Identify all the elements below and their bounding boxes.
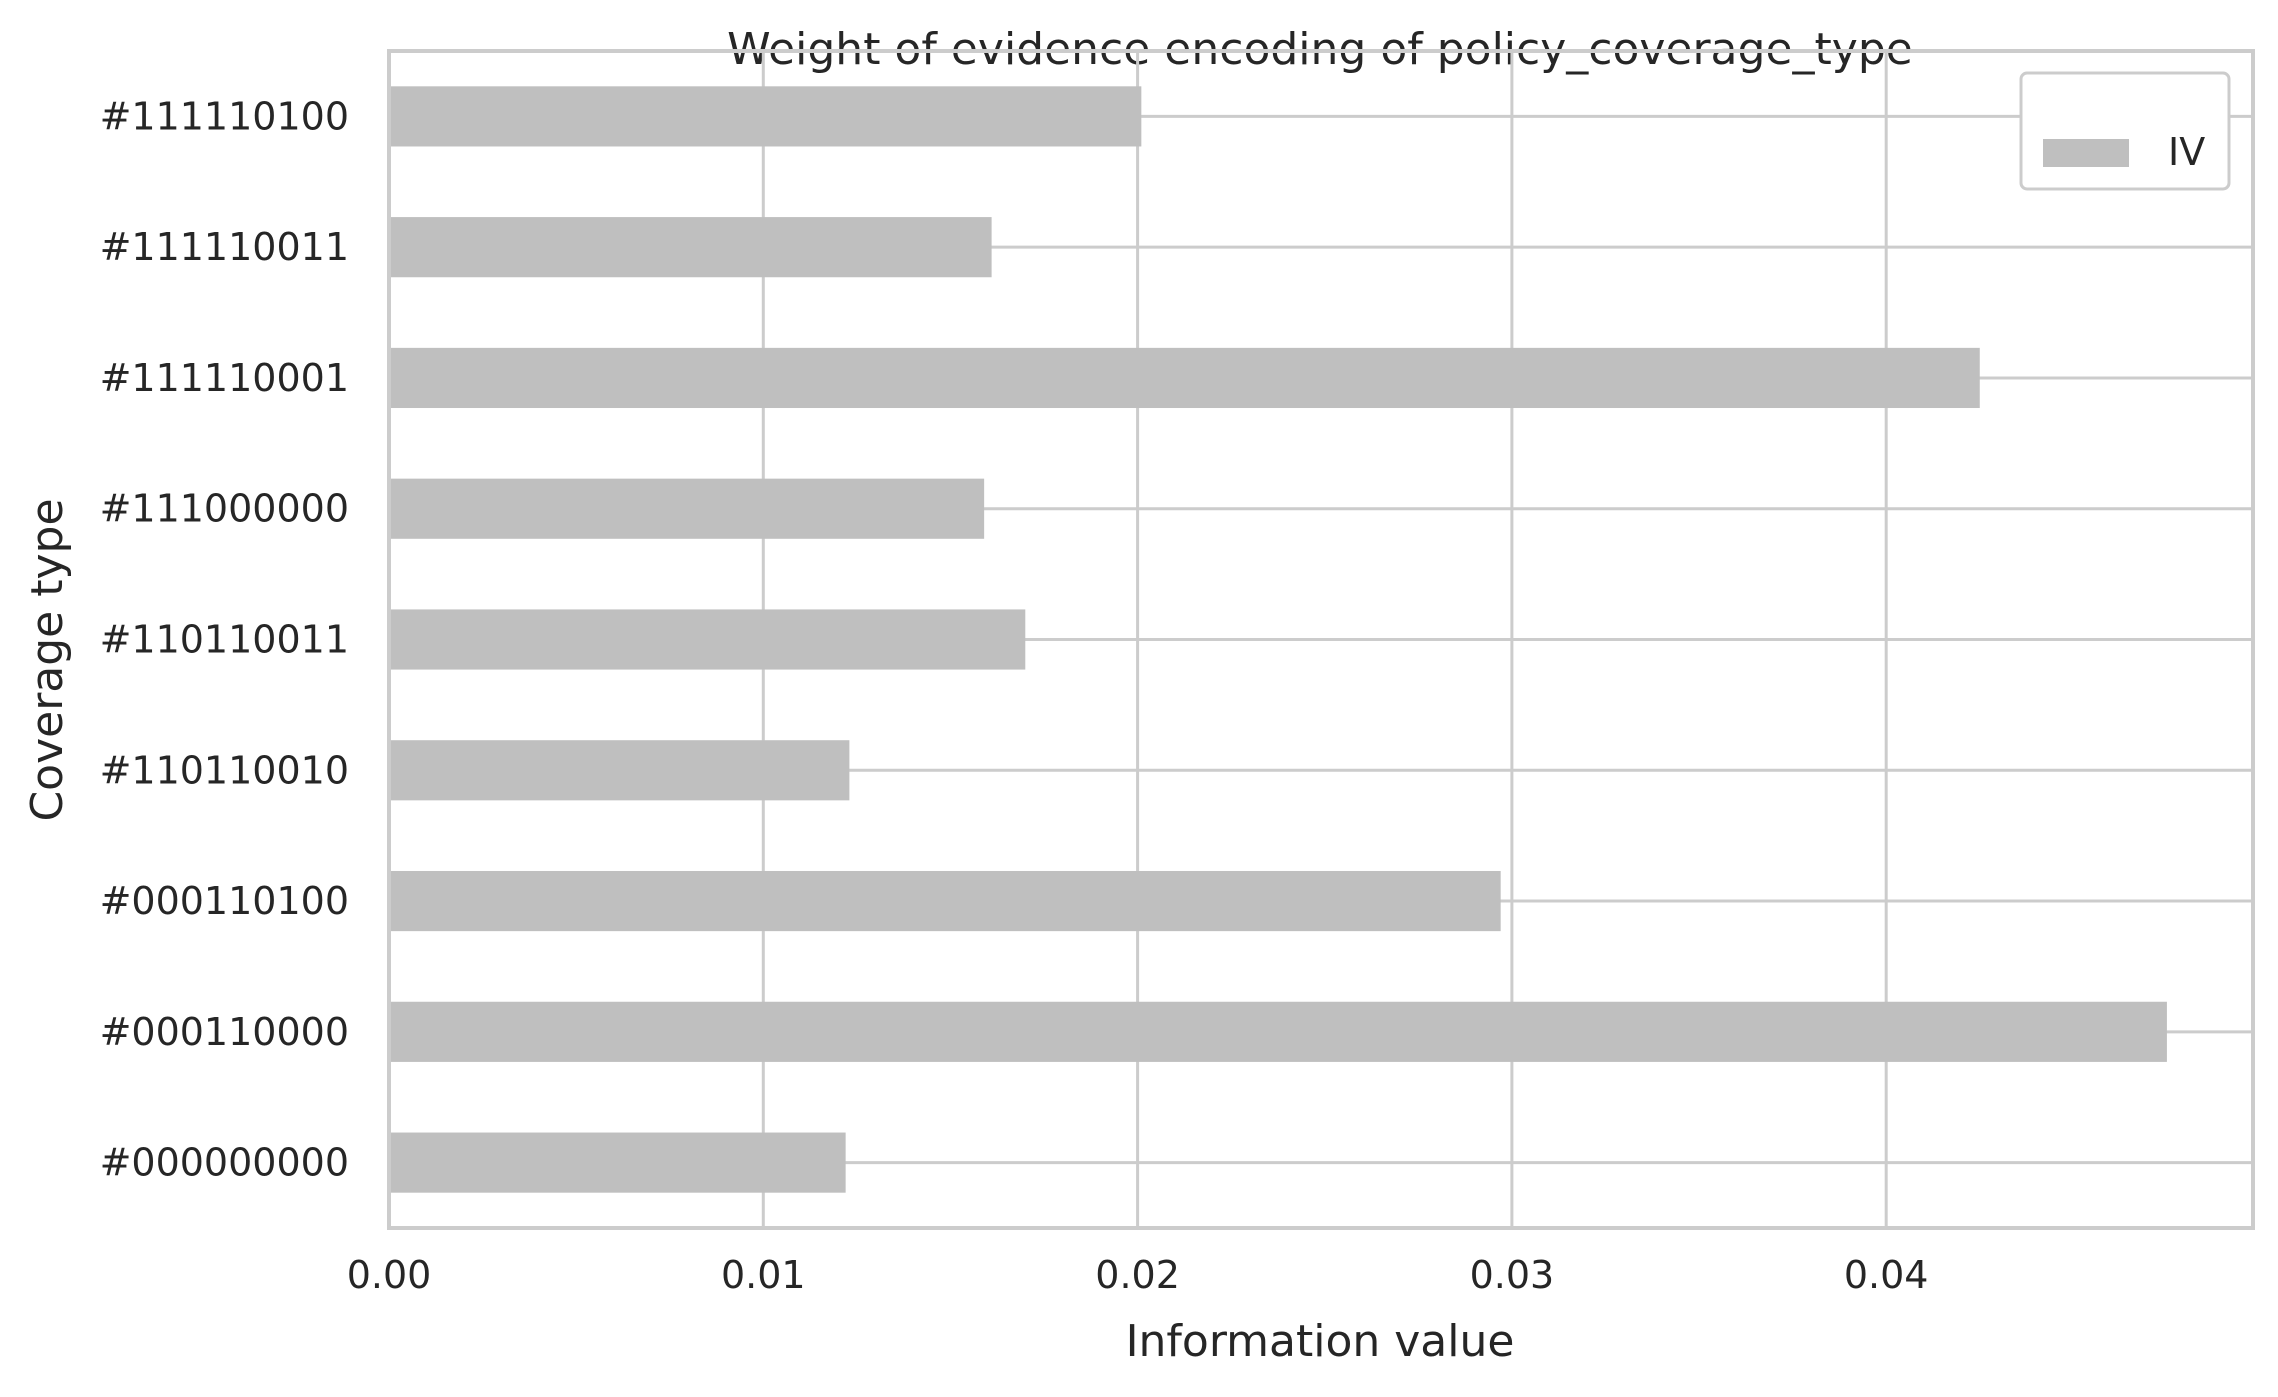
y-tick-label: #111110100 [100, 94, 349, 138]
bar [389, 870, 1501, 932]
y-tick-label: #111110011 [100, 225, 349, 269]
x-axis-label: Information value [1126, 1316, 1515, 1367]
bar [389, 86, 1142, 147]
x-tick-label: 0.03 [1470, 1253, 1555, 1297]
y-tick-label: #000110100 [100, 879, 349, 923]
x-tick-label: 0.04 [1844, 1253, 1929, 1297]
y-tick-labels: #111110100 #111110011 #111110001 #111000000… [100, 94, 349, 1184]
bar [389, 217, 992, 278]
y-tick-label: #000000000 [100, 1141, 349, 1185]
bar [389, 478, 985, 539]
x-tick-label: 0.01 [721, 1253, 806, 1297]
bar [389, 1001, 2167, 1062]
y-tick-label: #111110001 [100, 356, 349, 400]
legend-label: IV [2168, 130, 2205, 174]
y-tick-label: #000110000 [100, 1010, 349, 1054]
bar [389, 740, 850, 801]
x-tick-labels: 0.00 0.01 0.02 0.03 0.04 [347, 1253, 1929, 1297]
x-tick-label: 0.00 [347, 1253, 432, 1297]
y-tick-label: #110110011 [100, 618, 349, 662]
bar [389, 1132, 846, 1193]
bar [389, 609, 1026, 670]
y-axis-label: Coverage type [22, 498, 73, 821]
x-tick-label: 0.02 [1095, 1253, 1180, 1297]
y-tick-label: #110110010 [100, 748, 349, 792]
bars-layer [389, 86, 2167, 1193]
legend-swatch [2043, 139, 2129, 167]
bar [389, 347, 1980, 409]
plot-frame [387, 49, 2255, 1230]
legend: IV [2019, 71, 2231, 191]
y-tick-label: #111000000 [100, 487, 349, 531]
